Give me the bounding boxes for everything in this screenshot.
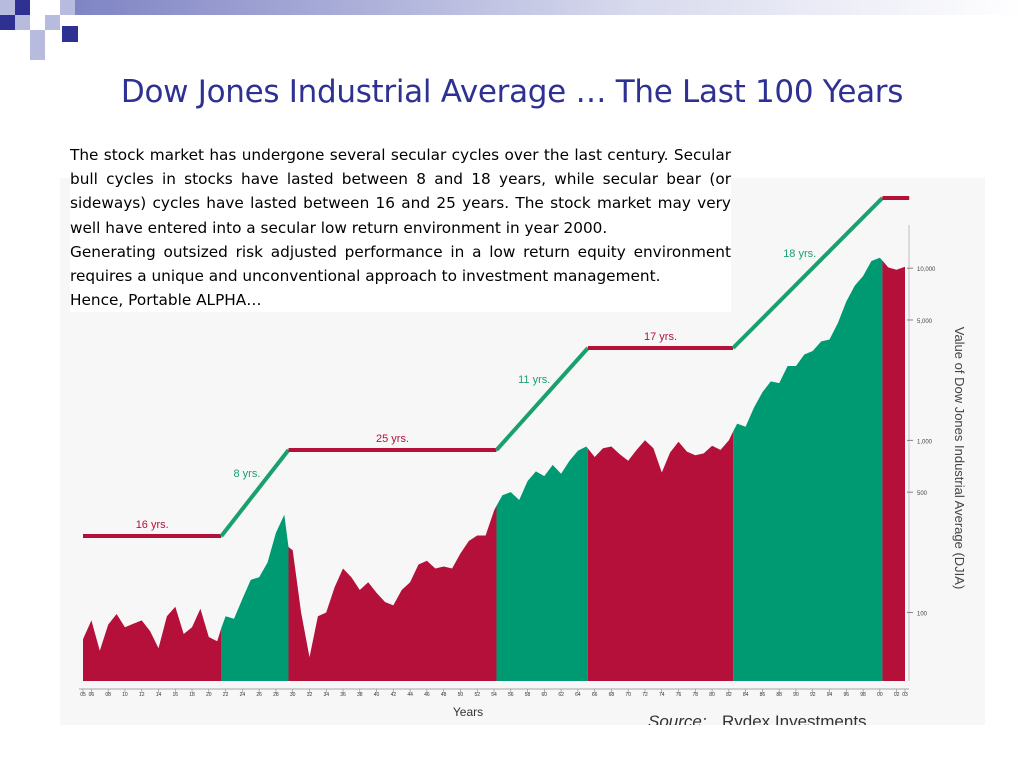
deco-square-7 — [60, 0, 75, 15]
x-tick-label-32: 68 — [609, 692, 615, 698]
x-tick-label-50: 03 — [902, 692, 908, 698]
x-tick-label-19: 42 — [391, 692, 397, 698]
cycle-label-0: 16 yrs. — [136, 519, 169, 531]
intro-text: The stock market has undergone several s… — [70, 143, 731, 313]
x-tick-label-37: 78 — [693, 692, 699, 698]
cycle-label-2: 25 yrs. — [376, 433, 409, 445]
x-tick-label-1: 06 — [89, 692, 95, 698]
x-tick-label-8: 20 — [206, 692, 212, 698]
deco-square-2 — [15, 0, 30, 15]
cycle-lines-group: 16 yrs. 8 yrs. 25 yrs. 11 yrs. 17 yrs. 18 yrs… — [83, 196, 910, 538]
cycle-label-1: 8 yrs. — [233, 468, 260, 480]
page-title: Dow Jones Industrial Average … The Last … — [120, 74, 904, 110]
deco-square-3 — [0, 15, 15, 30]
deco-square-5 — [30, 30, 45, 45]
x-tick-label-26: 56 — [508, 692, 514, 698]
x-tick-label-3: 10 — [122, 692, 128, 698]
source-credit: Source: Rydex Investments — [648, 712, 867, 731]
x-tick-label-38: 80 — [709, 692, 715, 698]
phase-area-bull-3 — [496, 446, 588, 681]
source-label: Source: — [648, 712, 707, 725]
x-tick-label-11: 26 — [256, 692, 262, 698]
paragraph-3: Hence, Portable ALPHA… — [70, 291, 262, 310]
x-tick-label-39: 82 — [726, 692, 732, 698]
y-tick-label-1: 500 — [917, 491, 928, 497]
x-tick-label-48: 00 — [877, 692, 883, 698]
x-tick-label-45: 94 — [827, 692, 833, 698]
y-axis-label: Value of Dow Jones Industrial Average (D… — [952, 327, 967, 590]
x-tick-label-5: 14 — [156, 692, 162, 698]
x-tick-label-33: 70 — [625, 692, 631, 698]
cycle-line-1 — [219, 448, 291, 538]
deco-square-4 — [15, 15, 30, 30]
y-tick-label-4: 10,000 — [917, 267, 936, 273]
phase-area-bear-6 — [882, 260, 905, 681]
x-tick-label-25: 54 — [491, 692, 497, 698]
x-tick-label-18: 40 — [374, 692, 380, 698]
x-tick-label-23: 50 — [458, 692, 464, 698]
phase-area-bull-5 — [733, 257, 883, 681]
x-tick-label-24: 52 — [474, 692, 480, 698]
deco-square-8 — [30, 45, 45, 60]
x-tick-label-35: 74 — [659, 692, 665, 698]
x-tick-label-14: 32 — [307, 692, 313, 698]
x-tick-label-47: 98 — [860, 692, 866, 698]
x-tick-label-16: 36 — [340, 692, 346, 698]
x-tick-label-7: 18 — [189, 692, 195, 698]
x-tick-label-40: 84 — [743, 692, 749, 698]
x-tick-label-6: 16 — [172, 692, 178, 698]
cycle-label-3: 11 yrs. — [518, 374, 550, 386]
price-area-group — [83, 257, 905, 681]
cycle-line-3 — [495, 346, 590, 452]
y-axis: 100 500 1,000 5,000 10,000 — [907, 225, 936, 681]
cycle-line-5 — [731, 196, 884, 350]
phase-area-bear-2 — [288, 505, 497, 681]
x-tick-label-13: 30 — [290, 692, 296, 698]
deco-square-9 — [62, 26, 78, 42]
x-tick-label-17: 38 — [357, 692, 363, 698]
x-tick-label-36: 76 — [676, 692, 682, 698]
cycle-label-5: 18 yrs. — [783, 248, 816, 260]
x-tick-label-9: 22 — [223, 692, 229, 698]
paragraph-2: Generating outsized risk adjusted perfor… — [70, 242, 731, 286]
x-tick-label-42: 88 — [776, 692, 782, 698]
x-tick-label-29: 62 — [558, 692, 564, 698]
x-tick-label-21: 46 — [424, 692, 430, 698]
x-tick-label-10: 24 — [240, 692, 246, 698]
x-tick-label-12: 28 — [273, 692, 279, 698]
x-tick-label-27: 58 — [525, 692, 531, 698]
source-name: Rydex Investments — [722, 712, 867, 725]
x-tick-label-34: 72 — [642, 692, 648, 698]
x-tick-label-44: 92 — [810, 692, 816, 698]
y-tick-label-3: 5,000 — [917, 319, 933, 325]
phase-area-bear-0 — [83, 606, 222, 681]
y-tick-label-0: 100 — [917, 611, 928, 617]
x-tick-label-46: 96 — [844, 692, 850, 698]
cycle-label-4: 17 yrs. — [644, 331, 677, 343]
y-tick-label-2: 1,000 — [917, 439, 933, 445]
paragraph-1: The stock market has undergone several s… — [70, 146, 731, 237]
deco-top-gradient-bar — [75, 0, 1024, 15]
x-tick-label-41: 86 — [760, 692, 766, 698]
x-tick-label-0: 05 — [80, 692, 86, 698]
x-tick-label-4: 12 — [139, 692, 145, 698]
x-tick-label-30: 64 — [575, 692, 581, 698]
x-axis-label: Years — [453, 705, 483, 719]
x-tick-label-22: 48 — [441, 692, 447, 698]
x-tick-label-20: 44 — [407, 692, 413, 698]
x-tick-label-43: 90 — [793, 692, 799, 698]
x-tick-label-28: 60 — [542, 692, 548, 698]
deco-square-6 — [45, 15, 60, 30]
x-axis: 05 06 08 10 12 14 16 18 20 22 24 26 28 30 32 34 36 38 40 42… — [79, 688, 909, 698]
x-tick-label-15: 34 — [323, 692, 329, 698]
deco-square-1 — [0, 0, 15, 15]
phase-area-bull-1 — [221, 514, 289, 681]
phase-area-bear-4 — [587, 431, 734, 681]
x-tick-label-49: 02 — [894, 692, 900, 698]
x-tick-label-31: 66 — [592, 692, 598, 698]
x-tick-label-2: 08 — [105, 692, 111, 698]
